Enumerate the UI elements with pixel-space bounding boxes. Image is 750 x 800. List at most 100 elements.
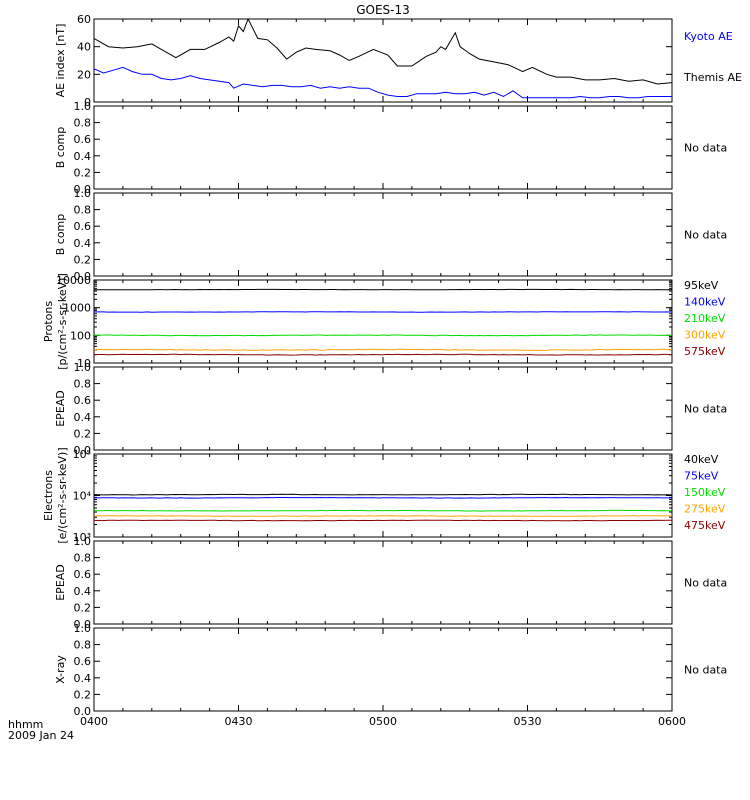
- legend-150kev: 150keV: [684, 486, 726, 499]
- y-axis-label: AE index [nT]: [54, 24, 67, 98]
- no-data-status: No data: [684, 229, 727, 242]
- panel-bcomp1: 0.0 0.2 0.4 0.6 0.8 1.0 B comp No data: [54, 100, 727, 196]
- series-line-475kev: [94, 519, 672, 522]
- legend-kyoto-ae: Kyoto AE: [684, 30, 733, 43]
- y-tick-label: 0.8: [74, 117, 92, 130]
- legend-275kev: 275keV: [684, 503, 726, 516]
- y-tick-label: 0.0: [74, 183, 92, 196]
- y-tick-label: 0.2: [74, 688, 92, 701]
- y-axis-label: EPEAD: [54, 390, 67, 427]
- y-tick-label: 0.0: [74, 270, 92, 283]
- x-tick-label: 0600: [658, 715, 686, 728]
- y-tick-label: 1.0: [74, 100, 92, 113]
- y-tick-label: 10⁴: [73, 490, 92, 503]
- y-tick-label: 10: [77, 357, 91, 370]
- legend-300kev: 300keV: [684, 329, 726, 342]
- series-line-300kev: [94, 348, 672, 352]
- series-line-40kev: [94, 493, 672, 496]
- y-axis-label: B comp: [54, 127, 67, 169]
- y-tick-label: 10⁵: [73, 448, 91, 461]
- no-data-status: No data: [684, 403, 727, 416]
- y-axis-label: Electrons: [42, 470, 55, 521]
- legend-75kev: 75keV: [684, 470, 719, 483]
- y-tick-label: 0.2: [74, 427, 92, 440]
- y-tick-label: 0: [84, 96, 91, 109]
- y-tick-label: 40: [77, 41, 91, 54]
- y-tick-label: 1.0: [74, 187, 92, 200]
- x-tick-label: 0500: [369, 715, 397, 728]
- y-tick-label: 0.2: [74, 253, 92, 266]
- x-tick-label: 0400: [80, 715, 108, 728]
- y-tick-label: 0.8: [74, 552, 92, 565]
- y-axis-label: X-ray: [54, 655, 67, 684]
- series-line-210kev: [94, 334, 672, 337]
- legend-210kev: 210keV: [684, 312, 726, 325]
- series-line-kyoto-ae: [94, 66, 672, 99]
- y-tick-label: 0.4: [74, 237, 92, 250]
- y-tick-label: 60: [77, 13, 91, 26]
- series-line-themis-ae: [94, 19, 672, 85]
- y-tick-label: 0.4: [74, 150, 92, 163]
- y-tick-label: 10000: [56, 274, 91, 287]
- y-tick-label: 0.4: [74, 672, 92, 685]
- series-line-140kev: [94, 311, 672, 313]
- y-tick-label: 100: [70, 329, 91, 342]
- y-tick-label: 0.0: [74, 618, 92, 631]
- series-line-575kev: [94, 353, 672, 356]
- y-tick-label: 0.6: [74, 394, 92, 407]
- panel-electrons: 10³ 10⁴ 10⁵ Electrons [e/(cm²-s-sr-keV)] 475k…: [42, 447, 726, 544]
- y-tick-label: 0.0: [74, 444, 92, 457]
- legend-575kev: 575keV: [684, 345, 726, 358]
- date-label: 2009 Jan 24: [8, 729, 74, 742]
- panel-frame: [93, 18, 673, 103]
- panel-frame: [93, 105, 673, 190]
- panel-frame: [93, 453, 673, 538]
- series-line-75kev: [94, 496, 672, 499]
- y-tick-label: 0.8: [74, 204, 92, 217]
- panel-frame: [93, 192, 673, 277]
- y-axis-label: Protons: [42, 301, 55, 342]
- y-tick-label: 20: [77, 68, 91, 81]
- series-line-150kev: [94, 509, 672, 512]
- no-data-status: No data: [684, 664, 727, 677]
- legend-95kev: 95keV: [684, 279, 719, 292]
- no-data-status: No data: [684, 142, 727, 155]
- y-tick-label: 0.2: [74, 601, 92, 614]
- panel-frame: [93, 627, 673, 712]
- y-tick-label: 1.0: [74, 361, 92, 374]
- y-tick-label: 1000: [63, 302, 91, 315]
- y-tick-label: 0.6: [74, 220, 92, 233]
- legend-475kev: 475keV: [684, 519, 726, 532]
- plot-title: GOES-13: [356, 3, 410, 17]
- y-axis-unit: [e/(cm²-s-sr-keV)]: [56, 447, 69, 543]
- legend-40kev: 40keV: [684, 453, 719, 466]
- time-axis-label: hhmm: [8, 718, 43, 731]
- y-tick-label: 0.6: [74, 655, 92, 668]
- y-axis-label: B comp: [54, 214, 67, 256]
- y-tick-label: 1.0: [74, 622, 92, 635]
- panel-frame: [93, 366, 673, 451]
- y-tick-label: 0.4: [74, 411, 92, 424]
- y-tick-label: 0.0: [74, 705, 92, 718]
- y-tick-label: 0.6: [74, 568, 92, 581]
- y-axis-unit: [p/(cm²-s-sr-keV)]: [56, 273, 69, 370]
- series-line-275kev: [94, 515, 672, 517]
- y-tick-label: 0.6: [74, 133, 92, 146]
- panel-frame: [93, 279, 673, 364]
- legend-140kev: 140keV: [684, 296, 726, 309]
- y-tick-label: 0.8: [74, 639, 92, 652]
- x-tick-label: 0530: [514, 715, 542, 728]
- x-tick-label: 0430: [225, 715, 253, 728]
- legend-themis-ae: Themis AE: [683, 71, 742, 84]
- y-tick-label: 0.2: [74, 166, 92, 179]
- panel-protons: 10 100 1000 10000 Protons [p/(cm²-s-sr-keV)] 5…: [42, 273, 726, 370]
- panel-epead2: 0.0 0.2 0.4 0.6 0.8 1.0 EPEAD No data: [54, 535, 727, 631]
- panel-bcomp2: 0.0 0.2 0.4 0.6 0.8 1.0 B comp No data: [54, 187, 727, 283]
- panel-xray: 0.0 0.2 0.4 0.6 0.8 1.0 X-ray No data: [54, 622, 727, 718]
- y-tick-label: 0.4: [74, 585, 92, 598]
- panel-frame: [93, 540, 673, 625]
- y-tick-label: 0.8: [74, 378, 92, 391]
- panel-epead1: 0.0 0.2 0.4 0.6 0.8 1.0 EPEAD No data: [54, 361, 727, 457]
- no-data-status: No data: [684, 577, 727, 590]
